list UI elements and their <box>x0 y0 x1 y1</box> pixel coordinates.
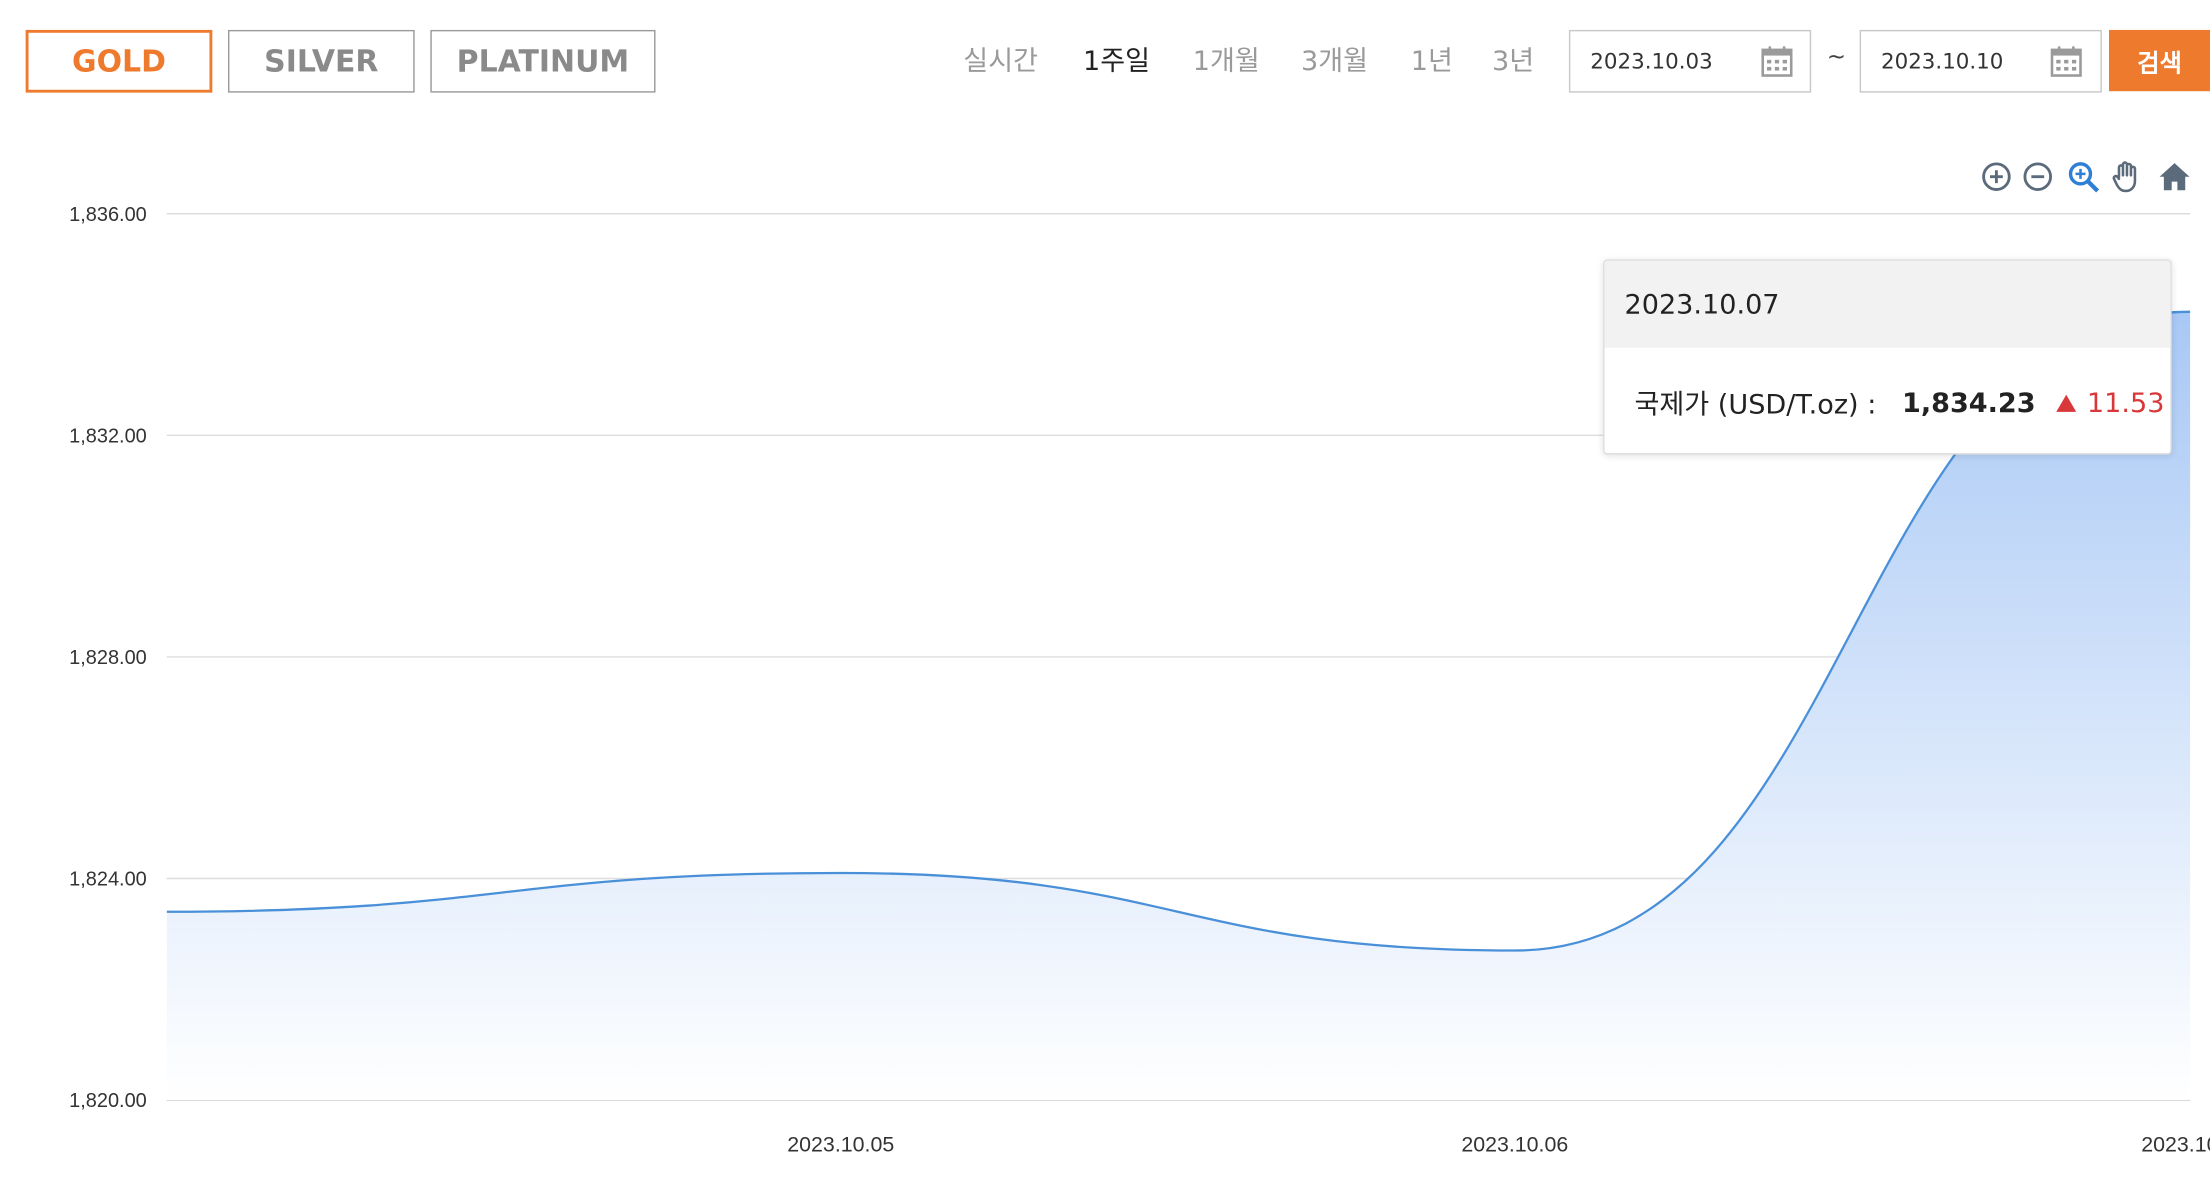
tab-silver[interactable]: SILVER <box>228 29 415 93</box>
y-tick-label: 1,820.00 <box>69 1090 147 1112</box>
tooltip-price-label: 국제가 (USD/T.oz) : <box>1634 389 1877 421</box>
price-area <box>166 311 2191 1101</box>
zoom-in-plus-icon[interactable] <box>1979 160 2013 194</box>
x-tick-label: 2023.10.06 <box>1461 1132 1568 1156</box>
start-date-field <box>1568 29 1812 93</box>
tooltip-price-value: 1,834.23 <box>1901 386 2036 419</box>
date-range-separator: ~ <box>1826 42 1846 70</box>
period-realtime[interactable]: 실시간 <box>963 45 1039 77</box>
period-1-month[interactable]: 1개월 <box>1192 45 1260 77</box>
tab-platinum[interactable]: PLATINUM <box>430 29 656 93</box>
period-3-years[interactable]: 3년 <box>1491 45 1535 77</box>
tooltip-change-value: 11.53 <box>2086 386 2165 419</box>
y-tick-label: 1,824.00 <box>69 869 147 891</box>
period-3-months[interactable]: 3개월 <box>1301 45 1369 77</box>
zoom-out-minus-icon[interactable] <box>2021 160 2055 194</box>
period-1-week[interactable]: 1주일 <box>1083 45 1151 77</box>
end-date-field <box>1859 29 2102 93</box>
up-arrow-icon <box>2055 394 2076 412</box>
tab-gold[interactable]: GOLD <box>25 29 213 93</box>
pan-hand-icon[interactable] <box>2109 160 2143 194</box>
search-button[interactable]: 검색 <box>2109 29 2210 92</box>
tooltip-change: 11.53 <box>2055 386 2165 419</box>
y-tick-label: 1,828.00 <box>69 647 147 669</box>
x-tick-label: 2023.10.0 <box>2141 1132 2210 1156</box>
start-date-input[interactable] <box>1590 44 1748 79</box>
calendar-icon[interactable] <box>2049 44 2083 78</box>
price-tooltip: 2023.10.07 국제가 (USD/T.oz) : 1,834.23 11.… <box>1603 259 2172 455</box>
home-reset-icon[interactable] <box>2157 160 2191 194</box>
magnifier-zoom-icon[interactable] <box>2066 160 2100 194</box>
y-tick-label: 1,832.00 <box>69 425 147 447</box>
period-1-year[interactable]: 1년 <box>1410 45 1453 77</box>
calendar-icon[interactable] <box>1760 44 1794 78</box>
tooltip-body: 국제가 (USD/T.oz) : 1,834.23 11.53 <box>1634 383 2164 421</box>
end-date-input[interactable] <box>1880 44 2038 79</box>
tooltip-date: 2023.10.07 <box>1604 260 2171 348</box>
y-tick-label: 1,836.00 <box>69 204 147 226</box>
price-line <box>166 310 2191 952</box>
x-tick-label: 2023.10.05 <box>787 1132 894 1156</box>
